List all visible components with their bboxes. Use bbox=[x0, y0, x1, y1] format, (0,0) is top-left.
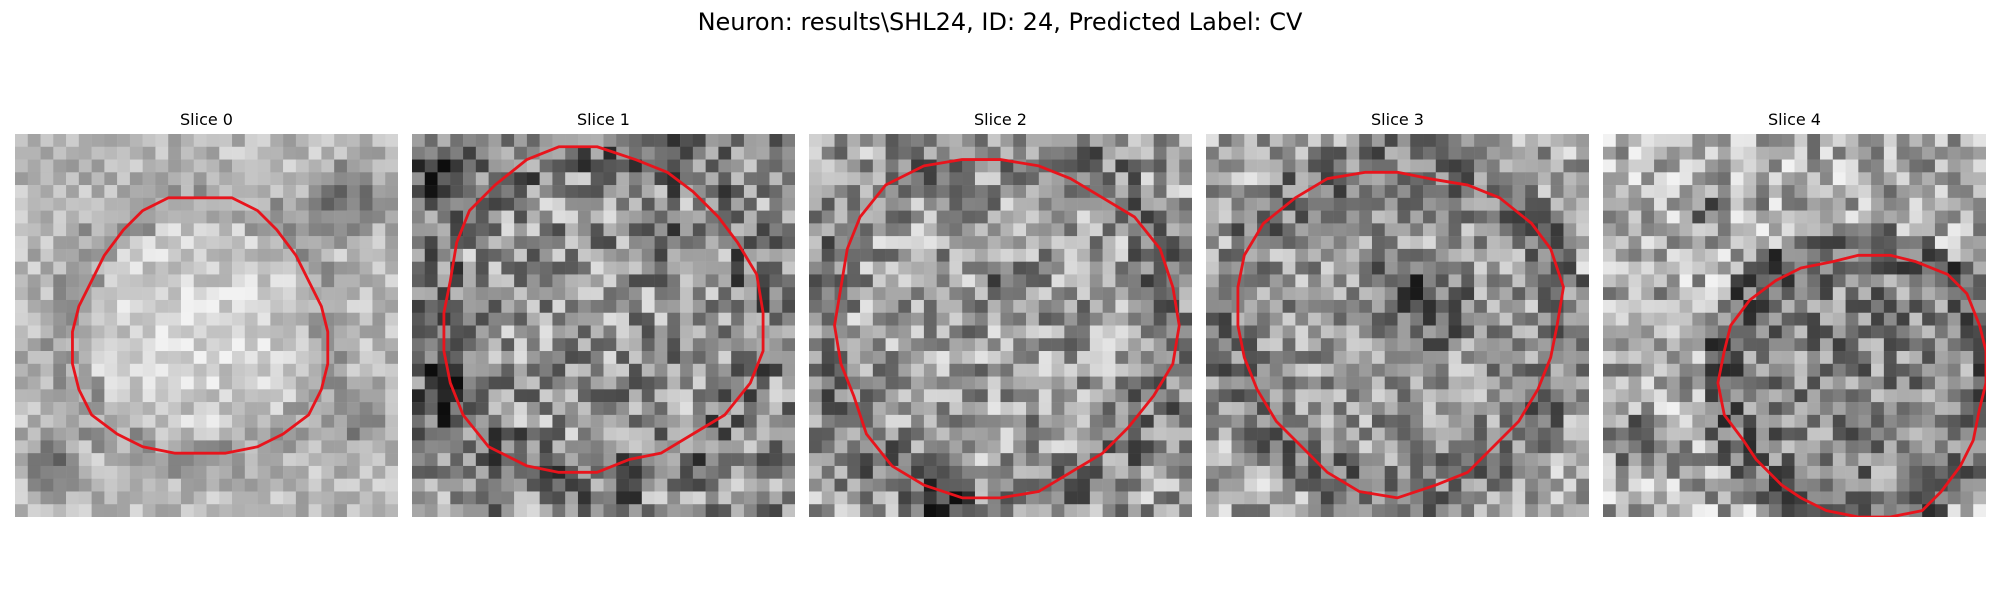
cell-contour bbox=[833, 158, 1181, 500]
cell-contour bbox=[1236, 170, 1565, 500]
slice-image bbox=[1206, 134, 1589, 517]
slice-title: Slice 2 bbox=[974, 110, 1027, 129]
slice-image bbox=[809, 134, 1192, 517]
cell-contour bbox=[442, 145, 765, 474]
slice-title: Slice 0 bbox=[180, 110, 233, 129]
slice-title: Slice 3 bbox=[1371, 110, 1424, 129]
cell-contour bbox=[1716, 253, 1986, 517]
slice-title: Slice 4 bbox=[1768, 110, 1821, 129]
pixel-grid bbox=[1603, 134, 1986, 517]
pixel-grid bbox=[1206, 134, 1589, 517]
pixel-grid bbox=[15, 134, 398, 517]
slice-image bbox=[15, 134, 398, 517]
pixel-grid bbox=[809, 134, 1192, 517]
figure-title: Neuron: results\SHL24, ID: 24, Predicted… bbox=[697, 8, 1303, 36]
slice-title: Slice 1 bbox=[577, 110, 630, 129]
slice-image bbox=[1603, 134, 1986, 517]
slice-image bbox=[412, 134, 795, 517]
cell-contour bbox=[71, 196, 330, 455]
pixel-grid bbox=[412, 134, 795, 517]
